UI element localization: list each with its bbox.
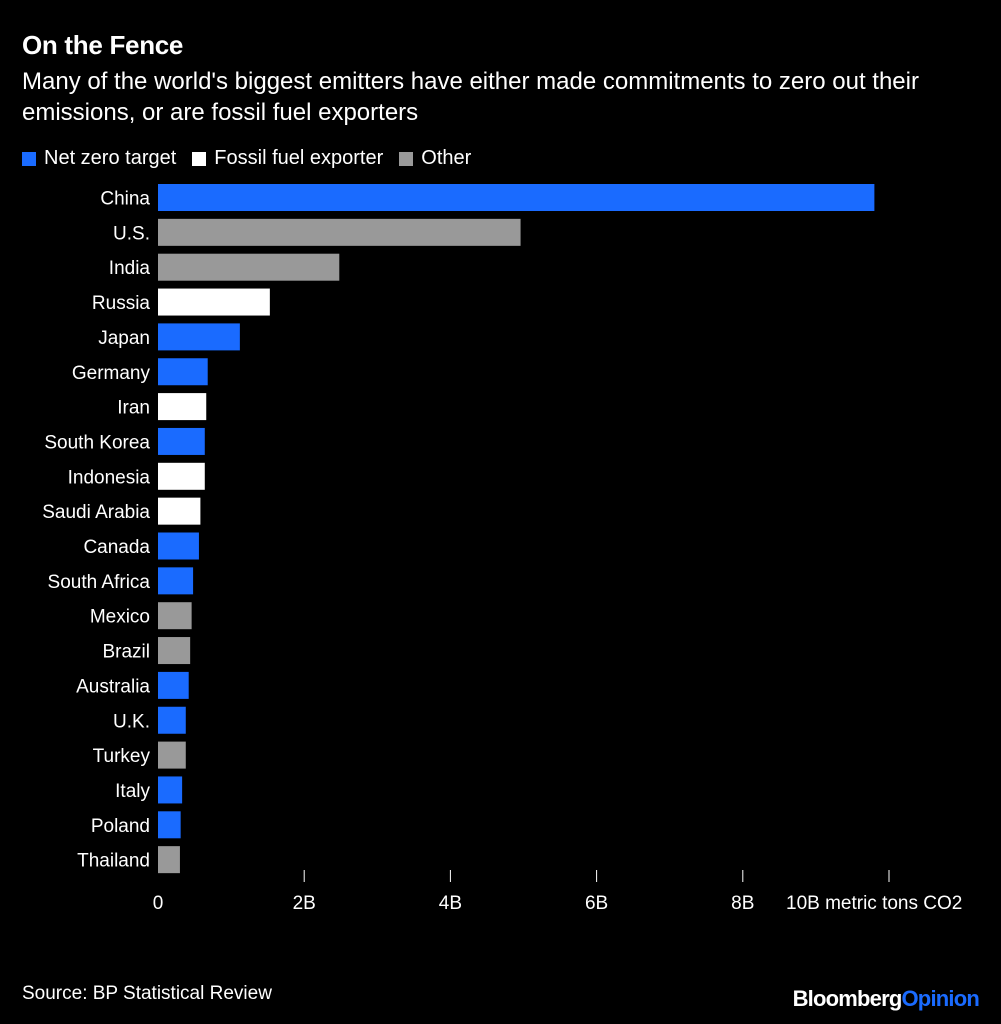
bar-germany — [158, 358, 208, 386]
bar-brazil — [158, 637, 191, 665]
x-tick-label-2: 4B — [439, 893, 462, 914]
legend-swatch-fossil-fuel — [192, 151, 207, 166]
bar-turkey — [158, 741, 186, 769]
x-tick-label-5: 10B metric tons CO2 — [786, 893, 962, 914]
bar-chart: China U.S. India Russia Japan Germany Iran Sout… — [42, 184, 962, 914]
category-label-thailand: Thailand — [77, 851, 150, 872]
bar-thailand — [158, 846, 180, 874]
category-label-russia: Russia — [92, 293, 151, 314]
bar-italy — [158, 776, 183, 804]
bar-china — [158, 184, 875, 211]
bar-russia — [158, 288, 270, 316]
category-label-saudi-arabia: Saudi Arabia — [42, 502, 150, 523]
category-label-mexico: Mexico — [90, 607, 150, 628]
category-label-south-korea: South Korea — [44, 432, 150, 453]
legend-swatch-net-zero — [22, 151, 36, 166]
legend: Net zero target Fossil fuel exporter Oth… — [22, 147, 487, 170]
category-label-brazil: Brazil — [102, 642, 150, 663]
category-label-australia: Australia — [76, 676, 150, 697]
bar-indonesia — [158, 462, 205, 490]
legend-label-other: Other — [421, 147, 472, 169]
legend-item-other: Other — [399, 147, 471, 170]
x-tick-label-4: 8B — [731, 893, 754, 914]
source-note: Source: BP Statistical Review — [22, 983, 272, 1004]
category-label-indonesia: Indonesia — [68, 467, 151, 488]
brand-accent: Opinion — [901, 986, 980, 1011]
bar-australia — [158, 671, 189, 699]
bar-japan — [158, 323, 240, 351]
category-label-u-k: U.K. — [113, 711, 150, 732]
category-label-italy: Italy — [115, 781, 150, 802]
category-label-iran: Iran — [117, 398, 150, 419]
bar-india — [158, 253, 340, 281]
category-label-germany: Germany — [72, 363, 151, 384]
brand-main: Bloomberg — [792, 986, 903, 1011]
x-tick-label-1: 2B — [293, 893, 316, 914]
bar-mexico — [158, 602, 192, 630]
category-label-canada: Canada — [83, 537, 150, 558]
legend-label-fossil-fuel: Fossil fuel exporter — [214, 147, 384, 169]
bar-poland — [158, 811, 181, 839]
bar-south-africa — [158, 567, 194, 595]
bloomberg-opinion-logo: BloombergOpinion — [792, 986, 980, 1012]
category-label-south-africa: South Africa — [48, 572, 151, 593]
bar-saudi-arabia — [158, 497, 201, 525]
category-label-india: India — [109, 258, 151, 279]
legend-swatch-other — [399, 151, 414, 166]
category-label-turkey: Turkey — [93, 746, 151, 767]
category-label-u-s: U.S. — [113, 223, 150, 244]
x-tick-label-3: 6B — [585, 893, 608, 914]
category-label-japan: Japan — [98, 328, 150, 349]
chart-title: On the Fence — [22, 30, 184, 60]
category-label-china: China — [100, 189, 150, 210]
legend-label-net-zero: Net zero target — [44, 147, 177, 169]
chart-subtitle: Many of the world's biggest emitters hav… — [22, 68, 919, 126]
bar-iran — [158, 393, 207, 421]
category-label-poland: Poland — [91, 816, 150, 837]
bar-u-k — [158, 706, 186, 734]
bar-south-korea — [158, 427, 205, 455]
bar-u-s — [158, 218, 521, 246]
bar-canada — [158, 532, 199, 560]
legend-item-net-zero: Net zero target — [22, 147, 176, 170]
legend-item-fossil-fuel: Fossil fuel exporter — [192, 147, 383, 170]
x-tick-label-0: 0 — [153, 893, 164, 914]
